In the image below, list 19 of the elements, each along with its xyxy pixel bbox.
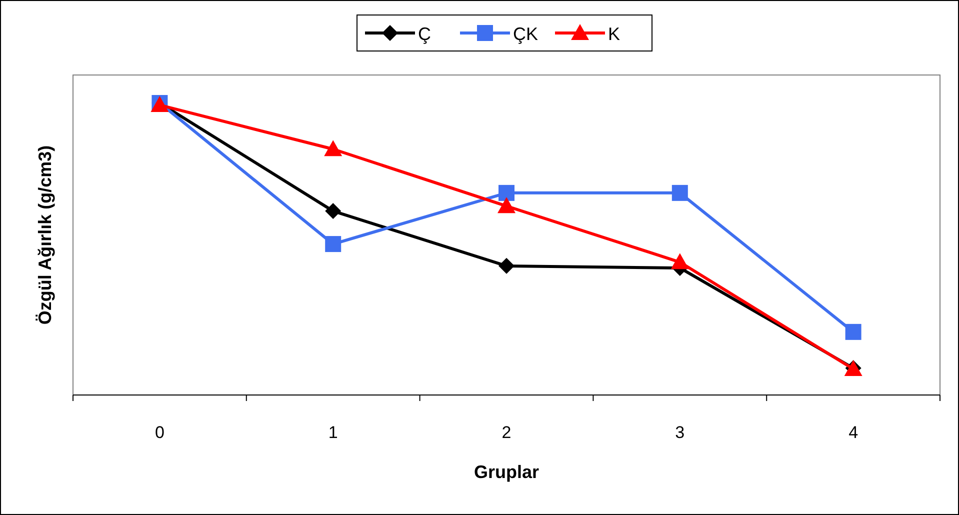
legend-label: K: [608, 24, 620, 44]
x-tick-label: 4: [848, 423, 858, 442]
x-tick-label: 1: [328, 423, 338, 442]
point: [498, 197, 516, 214]
x-tick-label: 0: [154, 423, 164, 442]
y-axis-title: Özgül Ağırlık (g/cm3): [35, 145, 55, 325]
legend-label: ÇK: [513, 24, 538, 44]
x-tick-label: 2: [502, 423, 512, 442]
x-tick-label: 3: [675, 423, 685, 442]
point: [498, 258, 514, 274]
point: [670, 253, 689, 270]
point: [672, 184, 688, 201]
x-axis-title: Gruplar: [474, 462, 540, 482]
point: [325, 236, 342, 252]
point: [845, 324, 862, 340]
point: [498, 184, 514, 201]
point: [324, 140, 342, 156]
point: [325, 203, 342, 220]
legend-label: Ç: [418, 24, 431, 44]
